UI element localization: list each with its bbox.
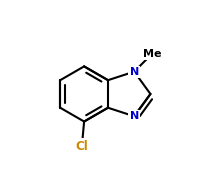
Text: Me: Me	[143, 49, 161, 59]
Text: N: N	[130, 67, 139, 77]
Text: N: N	[130, 111, 139, 121]
Text: Cl: Cl	[76, 140, 89, 153]
